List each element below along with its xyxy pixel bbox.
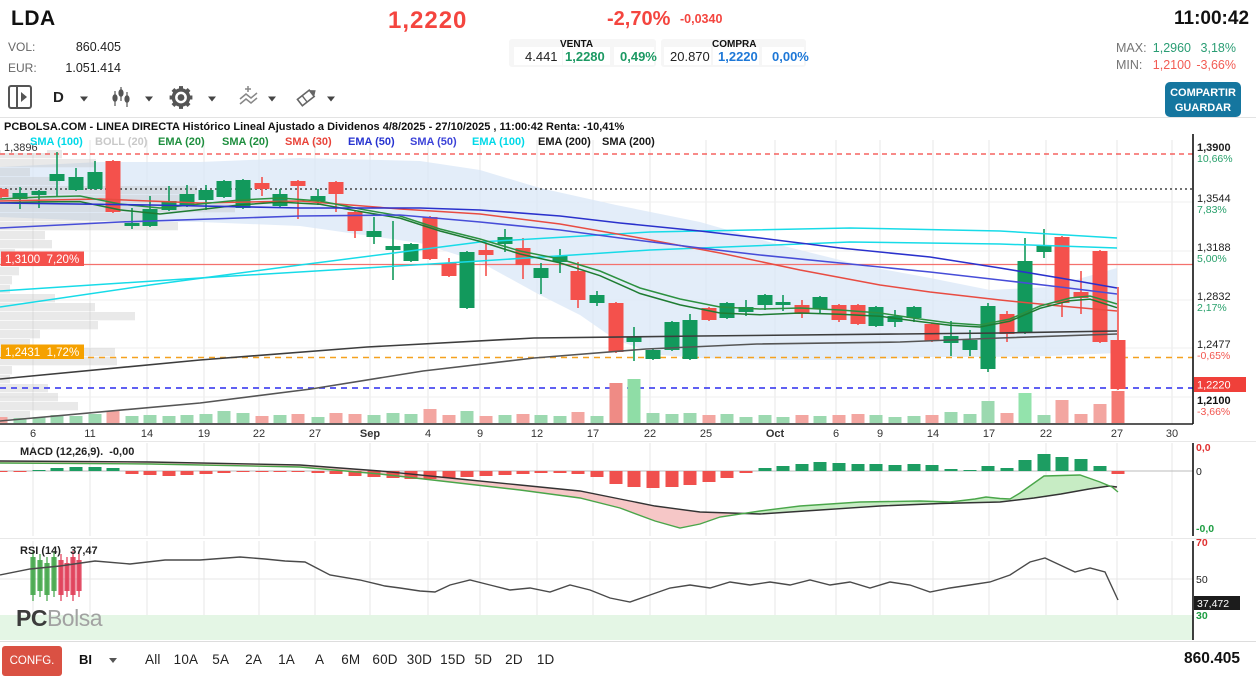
svg-text:1,2100: 1,2100 <box>1197 395 1231 407</box>
svg-text:30: 30 <box>1166 428 1178 440</box>
svg-text:D: D <box>53 89 64 106</box>
svg-text:17: 17 <box>587 428 599 440</box>
svg-text:-3,66%: -3,66% <box>1197 406 1230 418</box>
svg-text:27: 27 <box>309 428 321 440</box>
svg-text:1,3544: 1,3544 <box>1197 193 1231 205</box>
svg-text:1,3896: 1,3896 <box>4 142 38 154</box>
svg-text:1,2220: 1,2220 <box>1197 380 1231 392</box>
svg-text:1,2431 1,72%: 1,2431 1,72% <box>5 347 79 359</box>
svg-text:1,2477: 1,2477 <box>1197 339 1231 351</box>
svg-text:RSI (14) 37,47: RSI (14) 37,47 <box>20 545 98 557</box>
svg-text:9: 9 <box>877 428 883 440</box>
svg-text:Sep: Sep <box>360 428 380 440</box>
svg-text:5,00%: 5,00% <box>1197 253 1227 265</box>
svg-text:2,17%: 2,17% <box>1197 302 1227 314</box>
svg-text:17: 17 <box>983 428 995 440</box>
svg-text:25: 25 <box>700 428 712 440</box>
svg-text:30: 30 <box>1196 610 1208 622</box>
svg-text:0: 0 <box>1196 466 1202 478</box>
svg-text:22: 22 <box>253 428 265 440</box>
svg-text:7,83%: 7,83% <box>1197 204 1227 216</box>
svg-text:PCBolsa: PCBolsa <box>16 605 103 631</box>
svg-text:1,3100 7,20%: 1,3100 7,20% <box>5 254 79 266</box>
svg-text:MACD (12,26,9). -0,00: MACD (12,26,9). -0,00 <box>20 446 134 458</box>
svg-text:4: 4 <box>425 428 431 440</box>
svg-text:-0,65%: -0,65% <box>1197 350 1230 362</box>
svg-text:14: 14 <box>141 428 153 440</box>
svg-text:50: 50 <box>1196 574 1208 586</box>
svg-text:Oct: Oct <box>766 428 785 440</box>
svg-text:27: 27 <box>1111 428 1123 440</box>
svg-text:12: 12 <box>531 428 543 440</box>
svg-text:22: 22 <box>644 428 656 440</box>
svg-text:14: 14 <box>927 428 939 440</box>
svg-text:10,66%: 10,66% <box>1197 153 1233 165</box>
svg-text:-0,0: -0,0 <box>1196 523 1214 535</box>
svg-text:6: 6 <box>833 428 839 440</box>
svg-text:70: 70 <box>1196 537 1208 549</box>
svg-text:19: 19 <box>198 428 210 440</box>
svg-text:6: 6 <box>30 428 36 440</box>
svg-text:11: 11 <box>84 428 95 440</box>
svg-text:22: 22 <box>1040 428 1052 440</box>
svg-text:9: 9 <box>477 428 483 440</box>
svg-text:1,2832: 1,2832 <box>1197 291 1231 303</box>
svg-text:1,3900: 1,3900 <box>1197 142 1231 154</box>
svg-text:37,472: 37,472 <box>1197 598 1229 610</box>
svg-text:0,0: 0,0 <box>1196 442 1211 454</box>
svg-text:1,3188: 1,3188 <box>1197 242 1231 254</box>
